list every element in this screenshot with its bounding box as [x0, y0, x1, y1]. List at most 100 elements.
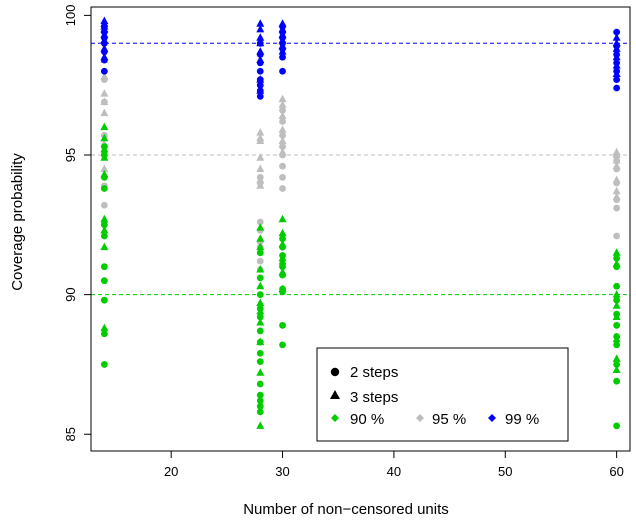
- legend-label-90: 90 %: [350, 411, 384, 428]
- point-3-steps: [100, 108, 109, 117]
- point-2-steps: [100, 185, 108, 192]
- point-3-steps: [100, 36, 109, 44]
- point-3-steps: [100, 225, 109, 234]
- point-3-steps: [278, 47, 287, 55]
- point-3-steps: [100, 44, 109, 52]
- point-3-steps: [612, 334, 621, 343]
- point-3-steps: [278, 41, 287, 50]
- point-3-steps: [256, 281, 265, 290]
- point-2-steps: [613, 282, 621, 290]
- point-3-steps: [256, 153, 265, 161]
- point-2-steps: [100, 201, 108, 209]
- point-3-steps: [256, 234, 265, 242]
- point-3-steps: [278, 24, 287, 33]
- point-2-steps: [256, 358, 264, 366]
- point-2-steps: [613, 377, 621, 385]
- x-tick-label: 50: [498, 464, 512, 479]
- point-3-steps: [100, 97, 109, 105]
- point-3-steps: [612, 44, 621, 52]
- legend-circle-marker: [330, 367, 340, 377]
- point-3-steps: [612, 354, 621, 362]
- point-3-steps: [100, 153, 109, 161]
- point-3-steps: [278, 94, 287, 103]
- point-3-steps: [278, 239, 287, 248]
- point-3-steps: [278, 147, 287, 156]
- point-3-steps: [100, 242, 109, 251]
- legend-diamond-99: [488, 414, 496, 422]
- point-3-steps: [256, 337, 265, 346]
- point-3-steps: [256, 318, 265, 326]
- point-2-steps: [100, 277, 108, 285]
- reference-lines: [91, 42, 630, 296]
- point-3-steps: [278, 111, 287, 119]
- point-3-steps: [612, 186, 621, 195]
- point-3-steps: [278, 284, 287, 293]
- point-3-steps: [100, 122, 109, 131]
- point-2-steps: [279, 67, 286, 75]
- point-3-steps: [100, 144, 109, 153]
- point-2-steps: [256, 67, 264, 75]
- point-2-steps: [279, 341, 286, 349]
- point-2-steps: [256, 408, 264, 416]
- y-tick-label: 100: [63, 5, 78, 27]
- point-3-steps: [612, 259, 621, 267]
- point-2-steps: [279, 143, 286, 151]
- point-3-steps: [256, 133, 265, 142]
- point-3-steps: [612, 61, 621, 69]
- point-2-steps: [256, 274, 264, 282]
- legend: 2 steps 3 steps 90 % 95 % 99 %: [316, 347, 569, 442]
- legend-label-99: 99 %: [505, 411, 539, 428]
- point-3-steps: [256, 86, 265, 94]
- point-2-steps: [613, 254, 621, 262]
- point-2-steps: [613, 422, 621, 430]
- point-3-steps: [100, 89, 109, 97]
- point-3-steps: [256, 368, 265, 376]
- point-3-steps: [612, 147, 621, 156]
- x-tick-label: 60: [609, 464, 623, 479]
- point-2-steps: [279, 260, 286, 268]
- point-2-steps: [256, 391, 264, 399]
- point-2-steps: [279, 132, 286, 139]
- data-points: [100, 16, 621, 430]
- point-2-steps: [256, 313, 264, 321]
- point-3-steps: [256, 75, 265, 83]
- point-3-steps: [256, 175, 265, 184]
- point-3-steps: [100, 30, 109, 38]
- point-3-steps: [612, 33, 621, 41]
- point-2-steps: [100, 221, 108, 229]
- point-2-steps: [256, 397, 264, 405]
- point-2-steps: [279, 185, 286, 192]
- point-2-steps: [613, 204, 621, 212]
- y-tick-label: 90: [63, 287, 78, 301]
- point-2-steps: [100, 330, 108, 338]
- point-2-steps: [613, 232, 621, 240]
- point-3-steps: [256, 306, 265, 315]
- point-3-steps: [612, 52, 621, 61]
- point-3-steps: [256, 24, 265, 33]
- point-3-steps: [256, 264, 265, 273]
- point-2-steps: [256, 380, 264, 388]
- point-2-steps: [100, 361, 108, 368]
- x-axis-title: Number of non−censored units: [243, 501, 449, 518]
- point-2-steps: [613, 321, 621, 329]
- point-2-steps: [613, 28, 621, 36]
- point-2-steps: [256, 327, 264, 335]
- point-2-steps: [279, 235, 286, 243]
- point-3-steps: [256, 19, 265, 27]
- point-2-steps: [279, 173, 286, 181]
- point-3-steps: [612, 38, 621, 47]
- point-3-steps: [612, 175, 621, 184]
- point-2-steps: [256, 402, 264, 410]
- point-2-steps: [100, 296, 108, 304]
- point-3-steps: [612, 192, 621, 200]
- axes: 20 30 40 50 60 85 90 95 100: [63, 5, 624, 479]
- point-3-steps: [612, 312, 621, 320]
- point-3-steps: [612, 69, 621, 78]
- point-3-steps: [278, 267, 287, 276]
- point-2-steps: [613, 296, 621, 304]
- x-tick-label: 30: [275, 464, 289, 479]
- point-3-steps: [100, 323, 109, 332]
- point-3-steps: [278, 30, 287, 38]
- point-3-steps: [278, 136, 287, 145]
